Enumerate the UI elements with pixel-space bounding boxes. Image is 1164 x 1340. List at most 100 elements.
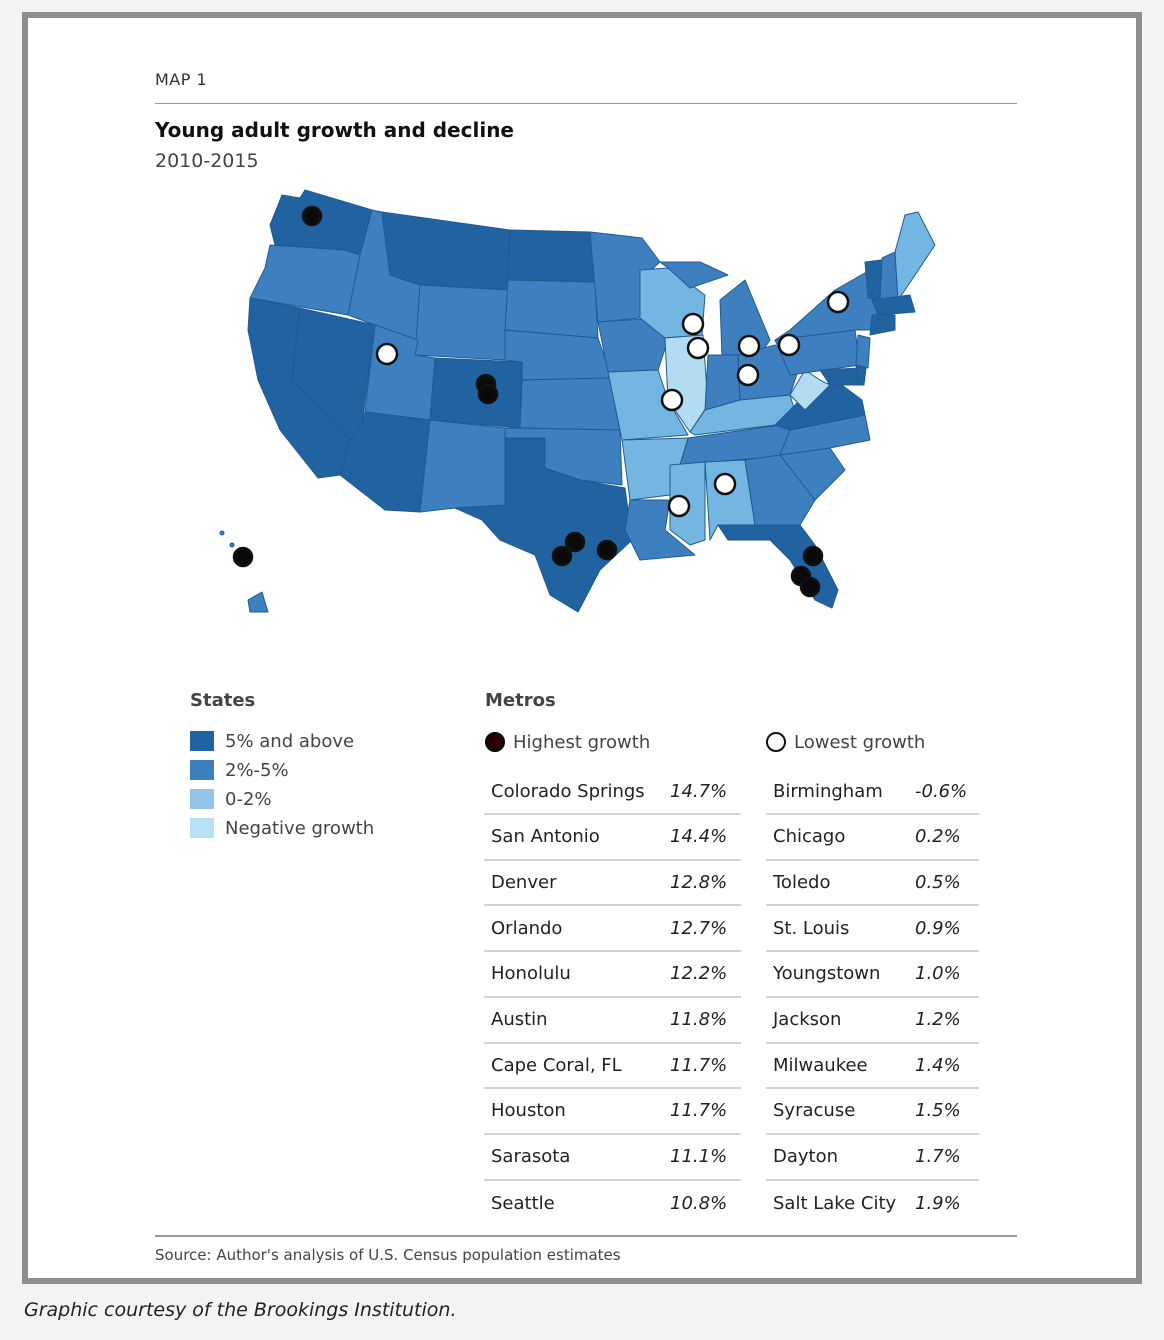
page-title: Young adult growth and decline bbox=[155, 118, 514, 142]
metro-name: Seattle bbox=[491, 1192, 555, 1214]
metro-dot-low-jackson bbox=[667, 494, 691, 518]
state-hawaii bbox=[247, 591, 269, 613]
source-note: Source: Author's analysis of U.S. Census… bbox=[155, 1246, 621, 1264]
metro-dot-high-houston bbox=[596, 539, 618, 561]
legend-label: 5% and above bbox=[225, 730, 355, 752]
table-row: Cape Coral, FL 11.7% bbox=[484, 1043, 741, 1090]
legend-label: Negative growth bbox=[225, 817, 375, 839]
state-north-dakota bbox=[507, 229, 596, 283]
page-subtitle: 2010-2015 bbox=[155, 150, 259, 172]
state-new-mexico bbox=[419, 419, 506, 513]
legend-label: 0-2% bbox=[225, 788, 272, 810]
metro-dot-low-youngstown bbox=[777, 333, 801, 357]
metro-value: 14.7% bbox=[670, 780, 728, 802]
metro-value: 1.7% bbox=[915, 1146, 961, 1168]
table-row: Chicago 0.2% bbox=[766, 815, 979, 861]
hawaii-island bbox=[219, 530, 225, 536]
metro-name: San Antonio bbox=[491, 826, 600, 848]
image-caption: Graphic courtesy of the Brookings Instit… bbox=[24, 1299, 457, 1321]
bottom-divider bbox=[155, 1235, 1017, 1237]
metro-name: Dayton bbox=[773, 1146, 839, 1168]
table-row: Youngstown 1.0% bbox=[766, 952, 979, 998]
table-row: Colorado Springs 14.7% bbox=[484, 769, 741, 815]
metro-value: 11.8% bbox=[670, 1009, 728, 1030]
metro-dot-low-milwaukee bbox=[681, 312, 705, 336]
dot-low-icon bbox=[766, 732, 786, 752]
metro-dot-high-austin bbox=[564, 531, 586, 553]
table-row: Orlando 12.7% bbox=[484, 906, 741, 953]
metro-name: Toledo bbox=[773, 871, 831, 893]
metro-dot-high-seattle bbox=[301, 205, 323, 227]
top-divider bbox=[155, 103, 1017, 104]
metro-value: 11.7% bbox=[670, 1100, 728, 1122]
metro-value: 0.9% bbox=[915, 917, 961, 939]
state-massachusetts bbox=[871, 294, 916, 316]
metro-value: 12.7% bbox=[670, 917, 728, 939]
hawaii-island bbox=[229, 542, 235, 548]
dot-high-icon bbox=[485, 732, 505, 752]
metro-dot-high-honolulu bbox=[232, 546, 254, 568]
metro-name: Cape Coral, FL bbox=[491, 1054, 622, 1076]
lowest-growth-label: Lowest growth bbox=[794, 731, 926, 753]
state-montana bbox=[381, 211, 511, 291]
state-washington bbox=[269, 189, 373, 256]
table-row: Denver 12.8% bbox=[484, 860, 741, 907]
metro-value: 11.7% bbox=[670, 1054, 728, 1076]
metro-value: -0.6% bbox=[915, 780, 968, 802]
state-texas bbox=[454, 437, 633, 613]
metro-dot-low-syracuse bbox=[826, 290, 850, 314]
table-row: Sarasota 11.1% bbox=[484, 1135, 741, 1181]
metro-value: 11.1% bbox=[670, 1146, 728, 1168]
table-row: Houston 11.7% bbox=[484, 1089, 741, 1135]
state-south-dakota bbox=[504, 279, 599, 339]
state-maine bbox=[894, 211, 936, 301]
metro-dot-low-chicago bbox=[686, 336, 710, 360]
metro-value: 1.9% bbox=[915, 1192, 961, 1214]
metro-value: 1.0% bbox=[915, 963, 961, 985]
metro-name: Orlando bbox=[491, 917, 563, 939]
state-missouri bbox=[607, 369, 689, 441]
table-row: Jackson 1.2% bbox=[766, 998, 979, 1044]
metro-dot-low-birmingham bbox=[713, 472, 737, 496]
metro-name: Milwaukee bbox=[773, 1054, 868, 1076]
state-kansas bbox=[519, 377, 621, 431]
table-row: Dayton 1.7% bbox=[766, 1135, 979, 1181]
metro-name: Youngstown bbox=[773, 963, 881, 985]
table-row: Toledo 0.5% bbox=[766, 860, 979, 907]
metro-dot-high-orlando bbox=[802, 545, 824, 567]
metro-dot-high-san-antonio bbox=[551, 545, 573, 567]
figure-frame bbox=[22, 12, 1142, 1284]
table-row: Syracuse 1.5% bbox=[766, 1089, 979, 1135]
table-row: Salt Lake City 1.9% bbox=[766, 1180, 979, 1226]
metro-name: Salt Lake City bbox=[773, 1192, 897, 1214]
state-new-jersey bbox=[855, 334, 871, 369]
state-colorado bbox=[429, 357, 523, 429]
legend-swatch bbox=[190, 818, 214, 838]
metro-value: 14.4% bbox=[670, 826, 728, 848]
metro-value: 12.2% bbox=[670, 963, 728, 985]
metro-name: Syracuse bbox=[773, 1100, 856, 1122]
state-connecticut bbox=[869, 314, 896, 336]
highest-growth-key: Highest growth bbox=[485, 730, 650, 754]
legend-item: 2%-5% bbox=[190, 759, 289, 781]
metro-name: Colorado Springs bbox=[491, 780, 645, 802]
metro-value: 12.8% bbox=[670, 871, 728, 893]
state-delaware bbox=[855, 364, 867, 386]
legend-item: Negative growth bbox=[190, 817, 374, 839]
metro-value: 0.2% bbox=[915, 826, 961, 848]
states-legend-title: States bbox=[190, 690, 256, 711]
metro-value: 0.5% bbox=[915, 871, 961, 893]
metro-dot-high-colorado-springs bbox=[477, 383, 499, 405]
metro-name: Denver bbox=[491, 871, 557, 893]
highest-growth-label: Highest growth bbox=[513, 731, 651, 753]
state-michigan-upper bbox=[659, 261, 729, 289]
state-georgia bbox=[744, 454, 816, 526]
legend-swatch bbox=[190, 789, 214, 809]
metro-dot-low-dayton bbox=[736, 363, 760, 387]
legend-item: 0-2% bbox=[190, 788, 272, 810]
state-florida bbox=[717, 524, 839, 609]
metro-dot-low-st-louis bbox=[660, 388, 684, 412]
us-states-map bbox=[219, 189, 936, 613]
metro-name: Chicago bbox=[773, 826, 846, 848]
table-row: Milwaukee 1.4% bbox=[766, 1043, 979, 1090]
